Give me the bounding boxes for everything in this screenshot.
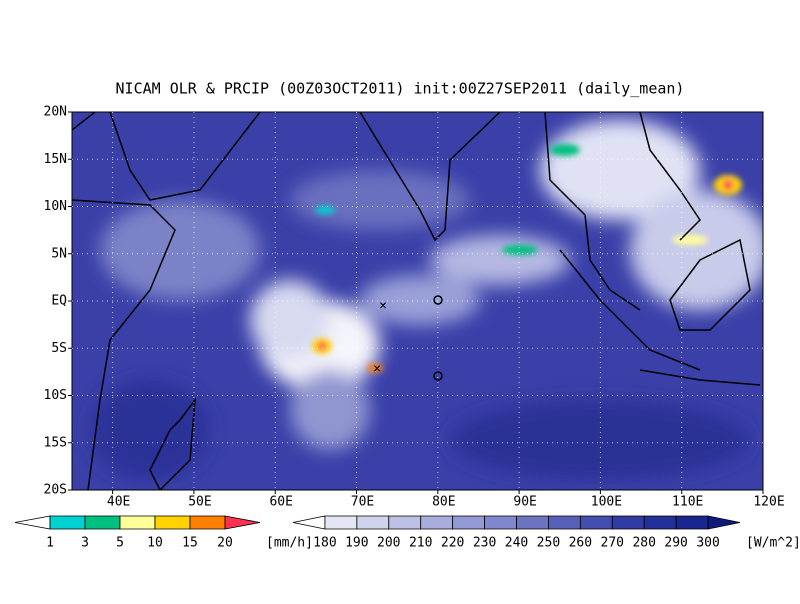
lat-label: 20S	[44, 483, 67, 498]
coastlines	[72, 112, 761, 490]
colorbar-swatch	[356, 515, 390, 530]
lon-label: 70E	[351, 495, 374, 510]
lon-label: 100E	[591, 495, 622, 510]
lat-label: 15N	[44, 152, 67, 167]
colorbar-label: 260	[569, 536, 592, 551]
lat-label: 5S	[51, 341, 67, 356]
colorbar-label: 20	[217, 536, 233, 551]
colorbar-label: 5	[116, 536, 124, 551]
colorbar-swatch	[292, 515, 326, 530]
colorbar-label: 15	[182, 536, 198, 551]
colorbar-label: 3	[81, 536, 89, 551]
storm-symbol	[433, 295, 443, 305]
colorbar-label: 180	[313, 536, 336, 551]
colorbar-unit: [mm/h]	[266, 536, 313, 551]
colorbar-label: 200	[377, 536, 400, 551]
lon-label: 120E	[753, 495, 784, 510]
lat-label: EQ	[51, 294, 67, 309]
colorbar-swatch	[119, 515, 156, 530]
colorbar-label: 240	[505, 536, 528, 551]
colorbar-unit: [W/m^2]	[746, 536, 800, 551]
colorbar-swatch	[516, 515, 549, 530]
lat-label: 10S	[44, 388, 67, 403]
colorbar-swatch	[154, 515, 191, 530]
lon-label: 60E	[269, 495, 292, 510]
colorbar-swatch	[388, 515, 422, 530]
lat-label: 20N	[44, 105, 67, 120]
lon-label: 80E	[432, 495, 455, 510]
colorbar-swatch	[484, 515, 517, 530]
colorbar-label: 250	[537, 536, 560, 551]
colorbar-label: 300	[696, 536, 719, 551]
colorbar-swatch	[548, 515, 581, 530]
colorbar-label: 190	[345, 536, 368, 551]
map-field	[72, 112, 763, 490]
lon-label: 50E	[188, 495, 211, 510]
lat-label: 10N	[44, 199, 67, 214]
storm-marker: ×	[379, 299, 387, 314]
storm-marker: ×	[373, 362, 381, 377]
lon-label: 110E	[672, 495, 703, 510]
colorbar-swatch	[49, 515, 86, 530]
colorbar-swatch	[675, 515, 709, 530]
colorbar-swatch	[611, 515, 645, 530]
colorbar-swatch	[324, 515, 358, 530]
lat-label: 5N	[51, 246, 67, 261]
colorbar-label: 1	[46, 536, 54, 551]
colorbar-label: 210	[409, 536, 432, 551]
colorbar-swatch	[14, 515, 51, 530]
colorbar-label: 10	[147, 536, 163, 551]
colorbar-swatch	[420, 515, 454, 530]
lon-label: 40E	[107, 495, 130, 510]
colorbar-swatch	[643, 515, 677, 530]
colorbar-label: 290	[664, 536, 687, 551]
colorbar-swatch	[189, 515, 226, 530]
colorbar-swatch	[579, 515, 613, 530]
map-title: NICAM OLR & PRCIP (00Z03OCT2011) init:00…	[116, 80, 685, 98]
lon-label: 90E	[513, 495, 536, 510]
storm-symbol	[433, 371, 443, 381]
colorbar-swatch	[707, 515, 741, 530]
precip-field	[312, 144, 742, 372]
colorbar-swatch	[452, 515, 485, 530]
colorbar-label: 270	[601, 536, 624, 551]
colorbar-swatch	[84, 515, 121, 530]
colorbar-swatch	[224, 515, 261, 530]
colorbar-label: 230	[473, 536, 496, 551]
cloud-field	[90, 120, 763, 480]
colorbar-label: 220	[441, 536, 464, 551]
colorbar-label: 280	[632, 536, 655, 551]
lat-label: 15S	[44, 435, 67, 450]
